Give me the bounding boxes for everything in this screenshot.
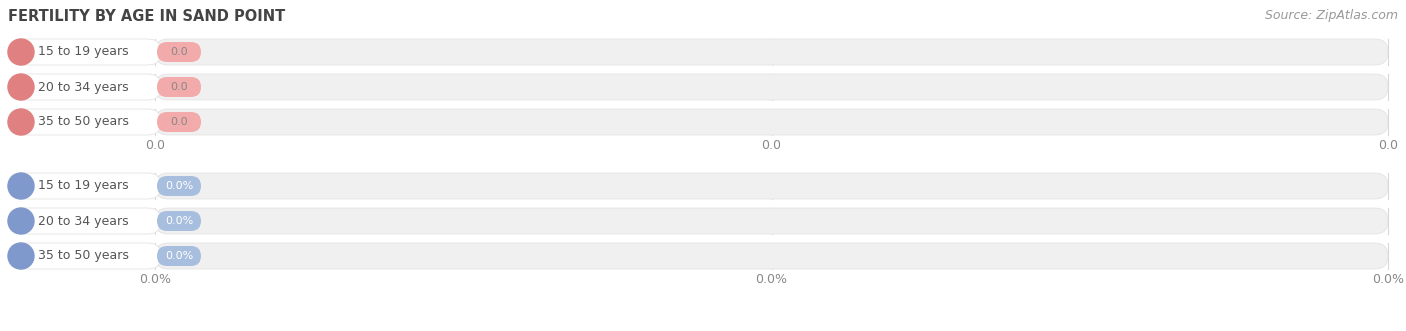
Text: 20 to 34 years: 20 to 34 years — [38, 80, 128, 93]
Text: 35 to 50 years: 35 to 50 years — [38, 250, 129, 262]
FancyBboxPatch shape — [8, 109, 162, 135]
FancyBboxPatch shape — [155, 173, 1388, 199]
Text: FERTILITY BY AGE IN SAND POINT: FERTILITY BY AGE IN SAND POINT — [8, 9, 285, 24]
Text: 0.0%: 0.0% — [165, 216, 193, 226]
Text: 0.0: 0.0 — [170, 47, 188, 57]
Text: 0.0: 0.0 — [170, 82, 188, 92]
FancyBboxPatch shape — [157, 112, 201, 132]
FancyBboxPatch shape — [157, 42, 201, 62]
FancyBboxPatch shape — [157, 77, 201, 97]
Text: 0.0%: 0.0% — [139, 273, 172, 286]
Text: 0.0: 0.0 — [170, 117, 188, 127]
Text: 20 to 34 years: 20 to 34 years — [38, 214, 128, 227]
Text: 15 to 19 years: 15 to 19 years — [38, 179, 128, 193]
Circle shape — [8, 109, 34, 135]
Circle shape — [8, 173, 34, 199]
FancyBboxPatch shape — [157, 246, 201, 266]
FancyBboxPatch shape — [155, 109, 1388, 135]
Circle shape — [8, 74, 34, 100]
FancyBboxPatch shape — [155, 243, 1388, 269]
Text: 0.0%: 0.0% — [165, 181, 193, 191]
FancyBboxPatch shape — [8, 39, 162, 65]
Circle shape — [8, 39, 34, 65]
Text: 0.0%: 0.0% — [165, 251, 193, 261]
FancyBboxPatch shape — [155, 208, 1388, 234]
Text: Source: ZipAtlas.com: Source: ZipAtlas.com — [1265, 9, 1398, 22]
Text: 0.0: 0.0 — [145, 139, 165, 152]
FancyBboxPatch shape — [155, 74, 1388, 100]
Circle shape — [8, 208, 34, 234]
FancyBboxPatch shape — [157, 211, 201, 231]
FancyBboxPatch shape — [8, 208, 162, 234]
Text: 15 to 19 years: 15 to 19 years — [38, 45, 128, 59]
Text: 0.0: 0.0 — [1378, 139, 1398, 152]
FancyBboxPatch shape — [8, 74, 162, 100]
Text: 0.0%: 0.0% — [1372, 273, 1405, 286]
FancyBboxPatch shape — [157, 176, 201, 196]
Text: 0.0%: 0.0% — [755, 273, 787, 286]
Text: 0.0: 0.0 — [762, 139, 782, 152]
FancyBboxPatch shape — [155, 39, 1388, 65]
Circle shape — [8, 243, 34, 269]
Text: 35 to 50 years: 35 to 50 years — [38, 116, 129, 128]
FancyBboxPatch shape — [8, 243, 162, 269]
FancyBboxPatch shape — [8, 173, 162, 199]
